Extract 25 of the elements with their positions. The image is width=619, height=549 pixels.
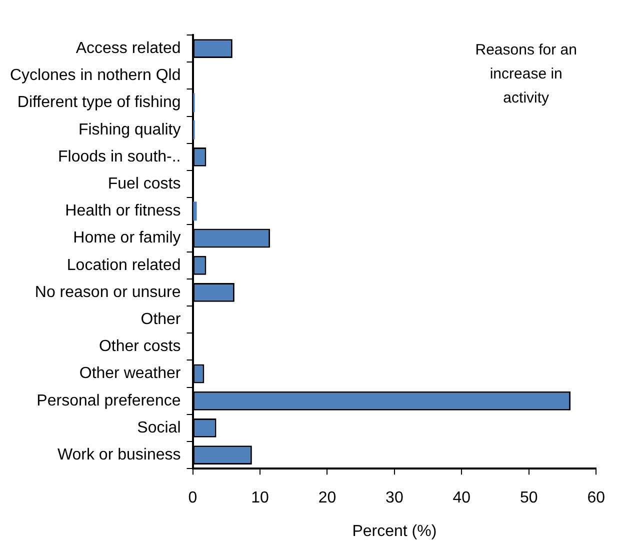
y-tick-label: Personal preference (36, 392, 181, 410)
x-tick-label: 20 (318, 490, 336, 507)
x-axis-title: Percent (%) (352, 522, 437, 540)
y-tick-label: Other (140, 310, 182, 328)
x-tick-label: 30 (386, 490, 404, 507)
y-tick-label: Social (137, 419, 181, 436)
y-tick-label: Fishing quality (78, 121, 181, 138)
y-tick-label: Location related (66, 256, 181, 274)
y-tick-label: Health or fitness (65, 202, 181, 220)
y-tick-label: Work or business (57, 446, 181, 464)
y-tick-label: Cyclones in nothern Qld (10, 67, 181, 84)
y-tick-label: Other costs (98, 338, 181, 356)
x-tick-label: 0 (188, 490, 198, 507)
y-tick-label: Home or family (73, 230, 181, 247)
x-tick-label: 40 (452, 490, 471, 507)
y-tick-label: Other weather (79, 365, 182, 382)
annotation: Reasons for an increase in activity (475, 42, 577, 107)
x-tick-label: 10 (251, 490, 269, 507)
x-tick-label: 50 (520, 490, 538, 507)
y-tick-label: Floods in south-.. (58, 148, 181, 166)
y-tick-label: Different type of fishing (17, 94, 181, 112)
y-tick-label: No reason or unsure (34, 284, 181, 301)
y-tick-label: Fuel costs (108, 175, 181, 192)
x-tick-label: 60 (587, 490, 606, 507)
y-tick-label: Access related (76, 40, 181, 57)
